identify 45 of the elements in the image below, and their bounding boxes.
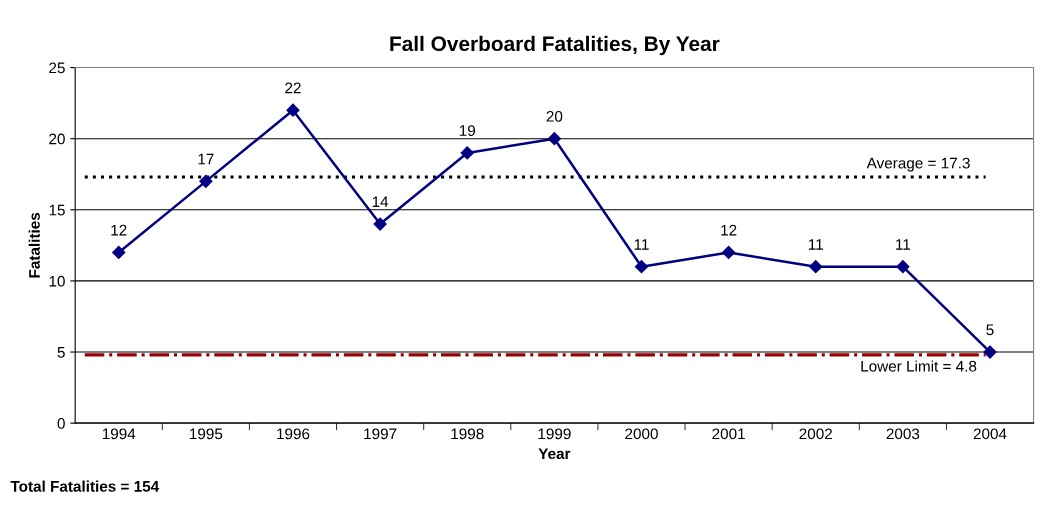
data-label: 14 [372,196,389,207]
y-tick-label: 0 [57,418,65,429]
point [722,245,736,260]
data-label: 11 [896,239,911,250]
y-tick-label: 20 [49,133,65,145]
chart-title: Fall Overboard Fatalities, By Year [390,35,720,56]
x-tick-label: 1997 [364,428,397,440]
data-label: 12 [111,224,127,236]
data-label: 19 [459,125,476,136]
x-tick-label: 1998 [451,428,484,440]
point [809,260,823,274]
x-tick-label: 1996 [277,428,310,440]
data-label: 17 [198,153,214,165]
point [983,345,997,359]
text: Total Fatalities = 154 [10,480,160,492]
point [112,245,126,260]
data-label: 20 [546,110,563,122]
x-tick-label: 2004 [973,428,1007,440]
data-label: 12 [721,224,737,236]
x-tick-label: 2001 [712,428,745,440]
ref-line-label: Average = 17.3 [866,157,970,172]
x-tick-label: 1994 [102,428,136,440]
point [373,217,387,231]
y-tick-label: 5 [57,347,65,358]
data-label: 5 [986,324,994,336]
point [199,174,213,188]
y-axis-title: Fatalities [28,212,40,278]
point [460,146,474,160]
point [634,260,649,274]
x-tick-label: 1995 [190,428,223,440]
x-tick-label: 2000 [625,428,658,440]
point [547,132,561,146]
x-tick-label: 2002 [799,428,832,440]
point [286,103,300,117]
ref-line-label: Lower Limit = 4.8 [861,360,977,372]
y-tick-label: 25 [49,62,65,74]
y-tick-label: 15 [49,204,65,216]
point [896,260,910,274]
x-tick-label: 2003 [886,428,920,440]
data-label: 22 [285,82,301,94]
x-tick-label: 1999 [538,428,571,440]
data-label: 11 [808,239,823,250]
x-axis-title: Year [538,448,571,460]
data-label: 11 [634,239,649,250]
y-tick-label: 10 [49,275,65,287]
